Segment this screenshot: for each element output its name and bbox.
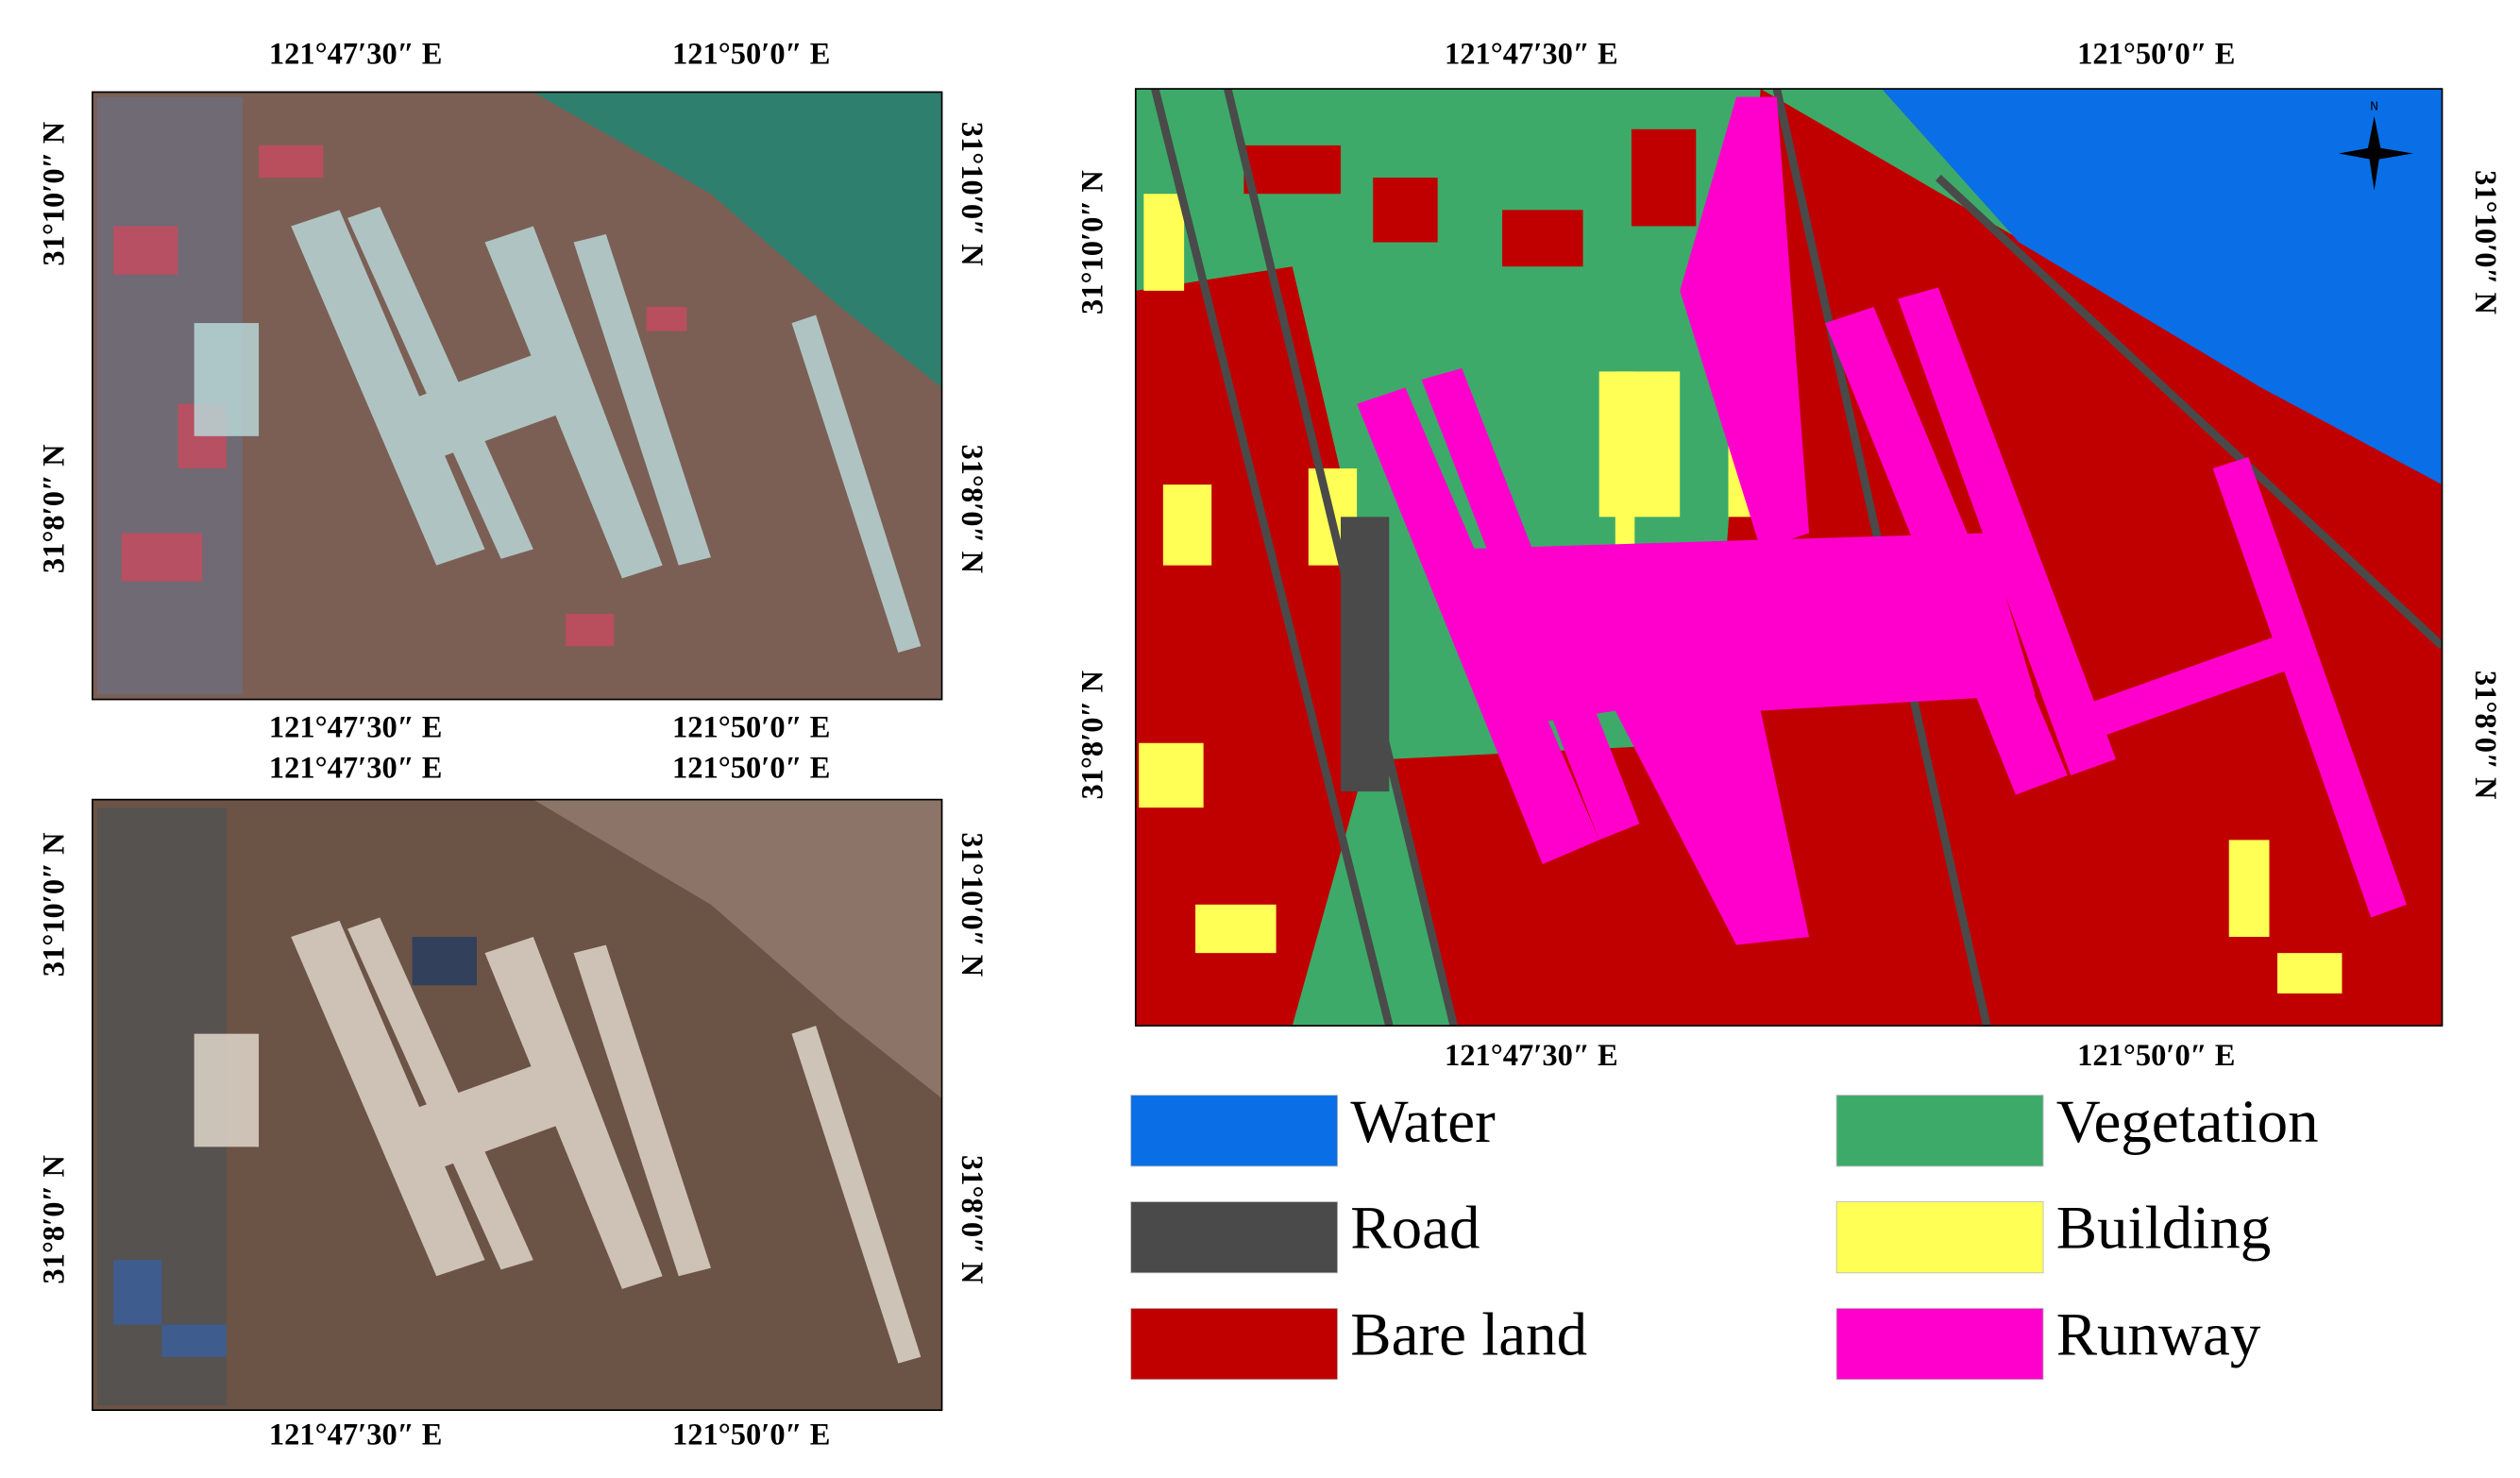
bare-land-patch [1502,210,1583,267]
latitude-label: 31°10′0″ N [1075,170,1109,314]
false-color-image [92,92,942,700]
latitude-label: 31°10′0″ N [955,832,989,977]
legend-swatch [1130,1307,1339,1381]
longitude-label: 121°50′0″ E [672,37,830,71]
legend-label: Bare land [1350,1301,1587,1369]
legend-swatch [1130,1201,1339,1274]
frame [92,798,943,1412]
bare-land-patch [1631,128,1697,227]
legend-label: Vegetation [2056,1088,2319,1156]
latitude-label: 31°10′0″ N [38,832,72,977]
longitude-label: 121°50′0″ E [672,711,830,745]
latitude-label: 31°10′0″ N [955,122,989,266]
building-patch [2277,953,2342,994]
runway [1357,387,1599,865]
latitude-label: 31°8′0″ N [955,1155,989,1284]
legend-label: Building [2056,1195,2271,1263]
building-patch [1139,742,1204,808]
building-patch [1598,371,1681,518]
taxiway [2067,630,2310,743]
svg-text:N: N [2370,99,2378,112]
classification-map [1135,89,2443,1027]
latitude-label: 31°8′0″ N [38,1154,72,1283]
legend-label: Road [1350,1195,1480,1263]
runway [2212,457,2407,918]
latitude-label: 31°8′0″ N [2468,671,2502,800]
legend-swatch [1835,1095,2044,1167]
bare-land-patch [1615,872,1713,970]
bare-land-patch [1243,144,1342,195]
road-line [1935,175,2443,650]
building-patch [1162,484,1212,566]
latitude-label: 31°8′0″ N [1075,670,1109,799]
latitude-label: 31°10′0″ N [2468,170,2502,314]
legend-swatch [1835,1201,2044,1274]
legend-swatch [1835,1307,2044,1381]
longitude-label: 121°50′0″ E [672,751,830,785]
longitude-label: 121°50′0″ E [672,1419,830,1453]
longitude-label: 121°47′30″ E [269,1419,443,1453]
runway-apron [1453,533,2036,945]
longitude-label: 121°50′0″ E [2077,37,2235,71]
longitude-label: 121°50′0″ E [2077,1039,2235,1073]
longitude-label: 121°47′30″ E [1445,37,1618,71]
bare-land-patch [1937,904,2068,986]
water-area [1881,89,2443,485]
frame [92,91,943,701]
latitude-label: 31°8′0″ N [955,444,989,573]
latitude-label: 31°8′0″ N [38,444,72,573]
legend-label: Water [1350,1088,1496,1156]
runway [1898,287,2117,775]
latitude-label: 31°10′0″ N [38,121,72,265]
legend-swatch [1130,1095,1339,1167]
building-patch [1195,904,1277,954]
labels: 121°47′30″ E 121°47′30″ E 121°50′0″ E 121°5… [38,37,2502,1452]
building-strip [1615,371,1635,550]
bare-land-patch [1373,178,1438,243]
legend-label: Runway [2056,1301,2261,1369]
road-block [1341,517,1390,792]
north-arrow: N [2339,99,2413,191]
longitude-label: 121°47′30″ E [1445,1039,1618,1073]
true-color-image [92,799,942,1411]
building-patch [1143,194,1185,291]
longitude-label: 121°47′30″ E [269,711,443,745]
bare-land-area [1135,266,1390,1027]
runway [1680,96,1810,550]
frame [1134,88,2444,1027]
road-line [1151,89,1394,1027]
building-patch [2228,840,2270,938]
longitude-label: 121°47′30″ E [269,37,443,71]
longitude-label: 121°47′30″ E [269,751,443,785]
